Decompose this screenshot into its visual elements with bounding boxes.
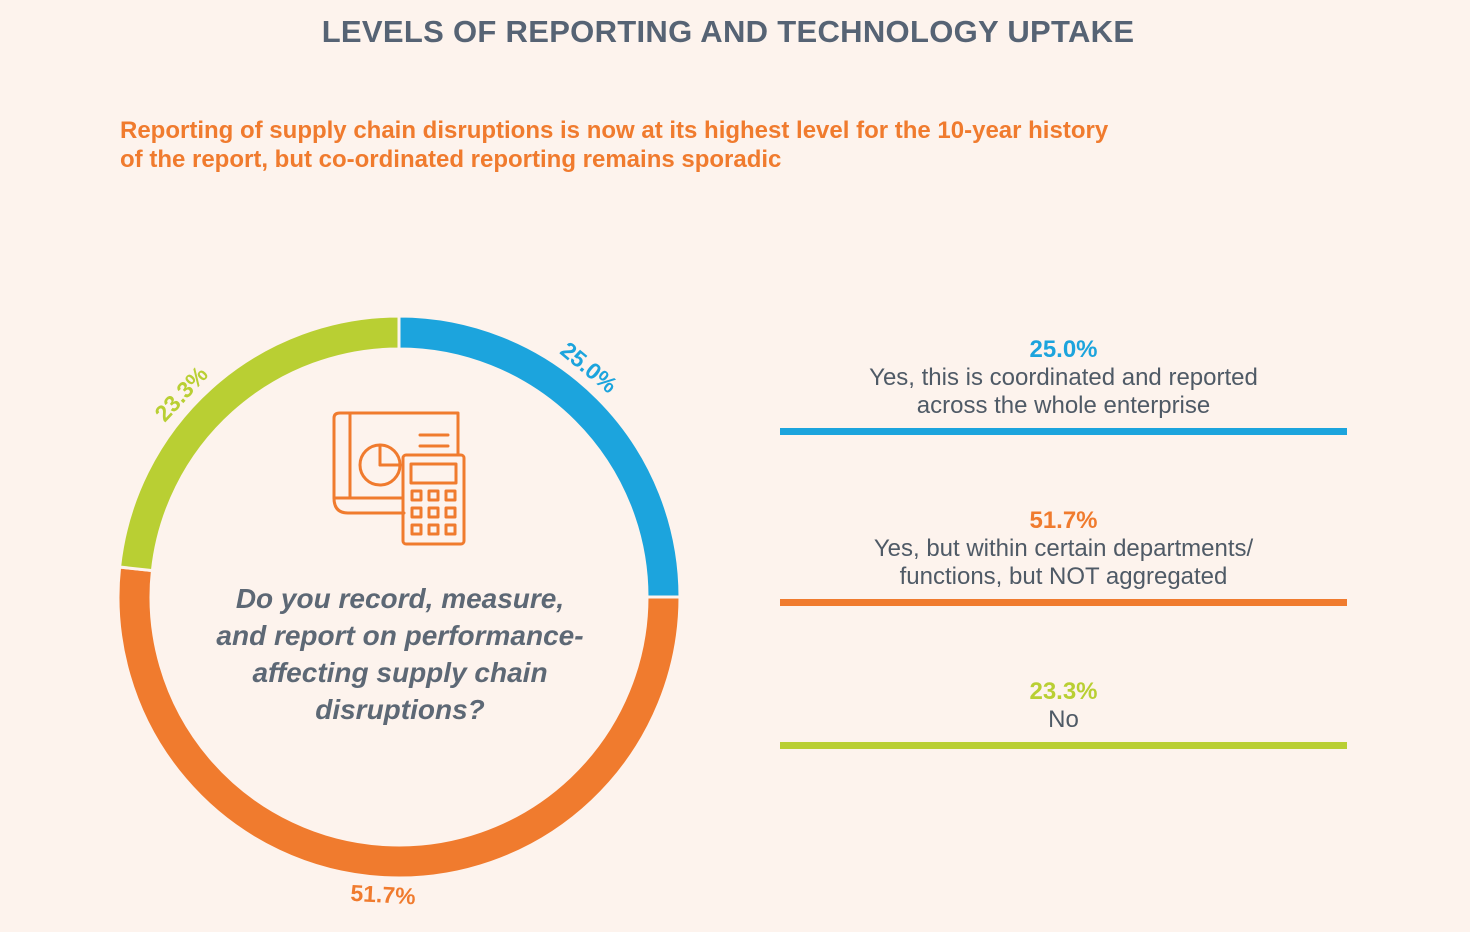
legend-label-line: No (1048, 706, 1079, 733)
legend-percent: 25.0% (1029, 336, 1098, 363)
question-line: disruptions? (315, 694, 485, 725)
subtitle-line: of the report, but co-ordinated reportin… (120, 146, 782, 173)
legend-percent: 51.7% (1029, 507, 1098, 534)
donut-chart: 25.0%51.7%23.3% (116, 314, 682, 909)
legend-percent: 23.3% (1029, 678, 1098, 705)
legend-label-line: functions, but NOT aggregated (899, 563, 1228, 590)
legend-item-coordinated: 25.0% Yes, this is coordinated and repor… (780, 336, 1347, 435)
question-line: affecting supply chain (252, 657, 548, 688)
legend-label-line: across the whole enterprise (916, 392, 1211, 419)
legend-label-line: Yes, but within certain departments/ (873, 535, 1254, 562)
question-line: Do you record, measure, (235, 583, 565, 614)
question-line: and report on performance- (216, 620, 584, 651)
legend-bar (780, 599, 1347, 606)
survey-question: Do you record, measure, and report on pe… (200, 580, 600, 728)
legend-bar (780, 428, 1347, 435)
calculator-report-icon (332, 411, 466, 546)
legend-label-line: Yes, this is coordinated and reported (869, 364, 1258, 391)
legend-item-departments: 51.7% Yes, but within certain department… (780, 507, 1347, 606)
slice-label: 51.7% (350, 880, 417, 909)
donut-slice (117, 314, 401, 573)
legend-bar (780, 742, 1347, 749)
chart-subtitle: Reporting of supply chain disruptions is… (120, 116, 1240, 174)
chart-title: LEVELS OF REPORTING AND TECHNOLOGY UPTAK… (321, 14, 1135, 49)
subtitle-line: Reporting of supply chain disruptions is… (120, 117, 1109, 144)
legend-item-no: 23.3% No (780, 678, 1347, 749)
